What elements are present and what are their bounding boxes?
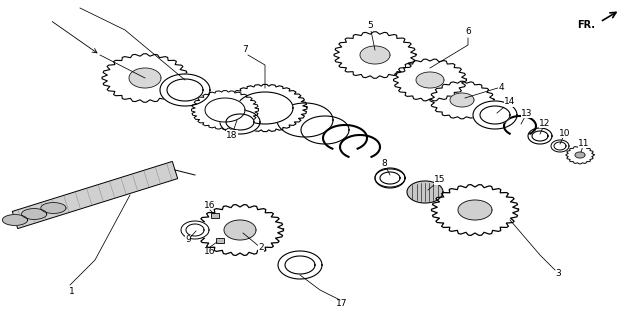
Polygon shape: [431, 184, 518, 235]
Text: 11: 11: [579, 139, 589, 147]
Polygon shape: [196, 205, 284, 256]
Text: 15: 15: [435, 176, 445, 184]
Text: 9: 9: [185, 236, 191, 244]
Polygon shape: [566, 146, 594, 164]
Polygon shape: [167, 79, 203, 101]
Polygon shape: [532, 131, 548, 141]
Polygon shape: [528, 128, 552, 144]
Polygon shape: [191, 91, 259, 129]
Polygon shape: [407, 181, 443, 203]
Polygon shape: [301, 116, 349, 144]
Polygon shape: [334, 32, 416, 78]
Text: 8: 8: [381, 158, 387, 167]
Text: 18: 18: [227, 131, 237, 139]
Polygon shape: [22, 209, 47, 219]
Polygon shape: [129, 68, 161, 88]
Text: 3: 3: [555, 269, 561, 279]
Polygon shape: [360, 46, 390, 64]
Text: 14: 14: [504, 98, 516, 107]
Polygon shape: [224, 220, 256, 240]
Polygon shape: [554, 142, 566, 150]
Polygon shape: [216, 237, 224, 243]
Polygon shape: [12, 161, 178, 229]
Polygon shape: [416, 72, 444, 88]
Polygon shape: [458, 200, 492, 220]
Text: 5: 5: [367, 22, 373, 30]
Text: 6: 6: [465, 28, 471, 36]
Polygon shape: [205, 98, 245, 122]
Polygon shape: [223, 84, 307, 132]
Polygon shape: [186, 224, 204, 236]
Polygon shape: [160, 74, 210, 106]
Polygon shape: [277, 103, 333, 137]
Polygon shape: [102, 54, 188, 102]
Polygon shape: [430, 81, 494, 119]
Polygon shape: [211, 212, 219, 217]
Text: 13: 13: [521, 108, 532, 118]
Text: 16: 16: [204, 202, 216, 210]
Text: 4: 4: [498, 82, 504, 92]
Text: 17: 17: [336, 300, 348, 308]
Polygon shape: [575, 152, 585, 158]
Polygon shape: [375, 168, 405, 188]
Polygon shape: [278, 251, 322, 279]
Polygon shape: [237, 92, 293, 124]
Polygon shape: [181, 221, 209, 239]
Text: 16: 16: [204, 247, 216, 256]
Polygon shape: [375, 169, 405, 187]
Polygon shape: [226, 114, 254, 130]
Polygon shape: [450, 93, 474, 107]
Polygon shape: [285, 256, 315, 274]
Polygon shape: [41, 203, 66, 213]
Text: 10: 10: [559, 128, 571, 138]
Polygon shape: [551, 140, 569, 152]
Text: 1: 1: [69, 287, 75, 295]
Polygon shape: [394, 59, 467, 101]
Polygon shape: [3, 215, 28, 225]
Text: 12: 12: [540, 119, 550, 127]
Text: 7: 7: [242, 44, 248, 54]
Polygon shape: [480, 106, 510, 124]
Text: 2: 2: [258, 243, 264, 253]
Text: FR.: FR.: [577, 20, 595, 30]
Polygon shape: [473, 101, 517, 129]
Polygon shape: [220, 110, 260, 134]
Polygon shape: [380, 172, 400, 184]
